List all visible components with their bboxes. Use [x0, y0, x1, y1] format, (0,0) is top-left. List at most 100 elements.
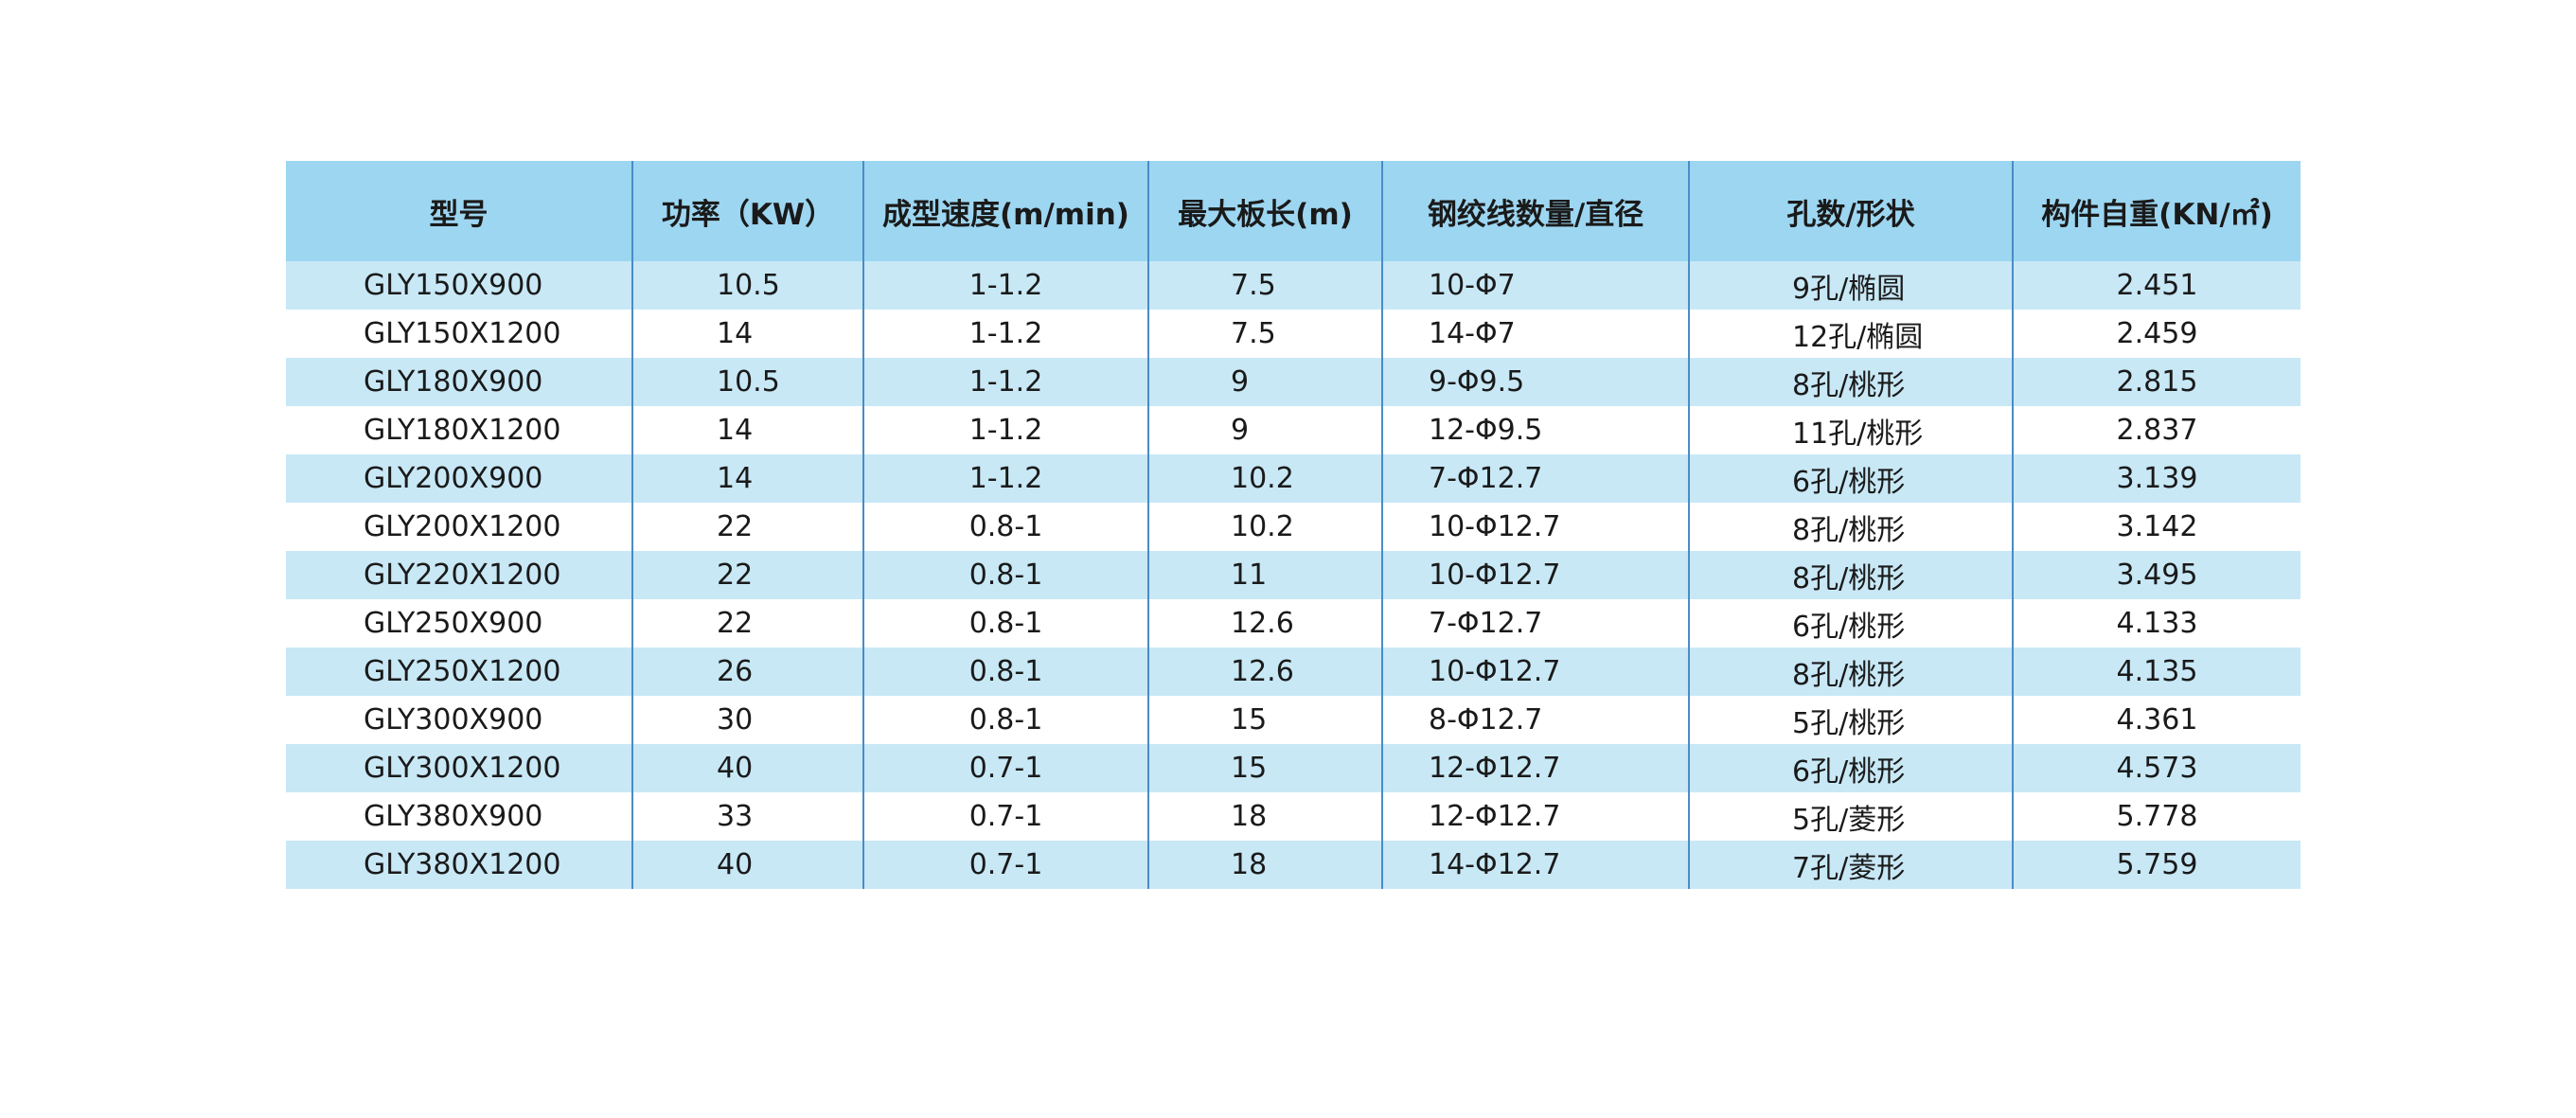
table-row: GLY300X1200 40 0.7-1 15 12-Φ12.7 6孔/桃形 4.573	[286, 744, 2301, 792]
cell-speed: 1-1.2	[862, 454, 1148, 503]
table-header-row: 型号 功率（KW） 成型速度(m/min) 最大板长(m) 钢绞线数量/直径 孔…	[286, 161, 2301, 261]
cell-strand: 7-Φ12.7	[1381, 454, 1689, 503]
cell-speed: 1-1.2	[862, 261, 1148, 310]
table-body: GLY150X900 10.5 1-1.2 7.5 10-Φ7 9孔/椭圆 2.451 GLY…	[286, 261, 2301, 889]
cell-holes: 8孔/桃形	[1688, 503, 2013, 551]
cell-speed: 0.8-1	[862, 551, 1148, 599]
cell-length: 18	[1147, 841, 1382, 889]
table-row: GLY220X1200 22 0.8-1 11 10-Φ12.7 8孔/桃形 3.495	[286, 551, 2301, 599]
cell-holes: 5孔/菱形	[1688, 792, 2013, 841]
cell-length: 10.2	[1147, 503, 1382, 551]
cell-power: 40	[631, 841, 863, 889]
cell-model: GLY300X900	[286, 696, 632, 744]
cell-holes: 6孔/桃形	[1688, 744, 2013, 792]
cell-strand: 10-Φ7	[1381, 261, 1689, 310]
cell-strand: 10-Φ12.7	[1381, 503, 1689, 551]
table-row: GLY180X1200 14 1-1.2 9 12-Φ9.5 11孔/桃形 2.837	[286, 406, 2301, 454]
cell-length: 11	[1147, 551, 1382, 599]
table-row: GLY150X1200 14 1-1.2 7.5 14-Φ7 12孔/椭圆 2.459	[286, 310, 2301, 358]
header-self-weight: 构件自重(KN/㎡)	[2012, 161, 2301, 261]
cell-length: 10.2	[1147, 454, 1382, 503]
cell-weight: 2.451	[2012, 261, 2301, 310]
cell-holes: 8孔/桃形	[1688, 648, 2013, 696]
cell-power: 26	[631, 648, 863, 696]
cell-holes: 7孔/菱形	[1688, 841, 2013, 889]
cell-weight: 4.135	[2012, 648, 2301, 696]
cell-length: 15	[1147, 744, 1382, 792]
cell-power: 14	[631, 454, 863, 503]
cell-holes: 6孔/桃形	[1688, 599, 2013, 648]
cell-speed: 0.8-1	[862, 648, 1148, 696]
header-hole-count-shape: 孔数/形状	[1688, 161, 2013, 261]
table-row: GLY300X900 30 0.8-1 15 8-Φ12.7 5孔/桃形 4.361	[286, 696, 2301, 744]
cell-model: GLY150X900	[286, 261, 632, 310]
cell-speed: 0.8-1	[862, 599, 1148, 648]
cell-strand: 9-Φ9.5	[1381, 358, 1689, 406]
cell-holes: 11孔/桃形	[1688, 406, 2013, 454]
cell-strand: 7-Φ12.7	[1381, 599, 1689, 648]
cell-weight: 4.573	[2012, 744, 2301, 792]
table-row: GLY250X900 22 0.8-1 12.6 7-Φ12.7 6孔/桃形 4.133	[286, 599, 2301, 648]
header-strand-count-diameter: 钢绞线数量/直径	[1381, 161, 1689, 261]
cell-power: 22	[631, 503, 863, 551]
cell-weight: 3.142	[2012, 503, 2301, 551]
header-max-board-length: 最大板长(m)	[1147, 161, 1382, 261]
cell-power: 22	[631, 551, 863, 599]
cell-model: GLY250X1200	[286, 648, 632, 696]
cell-weight: 2.815	[2012, 358, 2301, 406]
cell-holes: 6孔/桃形	[1688, 454, 2013, 503]
header-forming-speed: 成型速度(m/min)	[862, 161, 1148, 261]
cell-power: 14	[631, 406, 863, 454]
cell-model: GLY250X900	[286, 599, 632, 648]
cell-holes: 5孔/桃形	[1688, 696, 2013, 744]
cell-speed: 1-1.2	[862, 358, 1148, 406]
cell-speed: 0.7-1	[862, 841, 1148, 889]
table-row: GLY180X900 10.5 1-1.2 9 9-Φ9.5 8孔/桃形 2.815	[286, 358, 2301, 406]
cell-weight: 2.459	[2012, 310, 2301, 358]
cell-strand: 10-Φ12.7	[1381, 551, 1689, 599]
spec-table: 型号 功率（KW） 成型速度(m/min) 最大板长(m) 钢绞线数量/直径 孔…	[286, 161, 2301, 889]
cell-speed: 1-1.2	[862, 406, 1148, 454]
cell-length: 18	[1147, 792, 1382, 841]
cell-speed: 1-1.2	[862, 310, 1148, 358]
cell-length: 7.5	[1147, 310, 1382, 358]
header-power: 功率（KW）	[631, 161, 863, 261]
cell-weight: 3.495	[2012, 551, 2301, 599]
cell-model: GLY180X1200	[286, 406, 632, 454]
cell-model: GLY200X1200	[286, 503, 632, 551]
cell-power: 40	[631, 744, 863, 792]
cell-power: 22	[631, 599, 863, 648]
cell-weight: 4.361	[2012, 696, 2301, 744]
cell-power: 10.5	[631, 261, 863, 310]
cell-weight: 4.133	[2012, 599, 2301, 648]
cell-strand: 14-Φ12.7	[1381, 841, 1689, 889]
cell-power: 33	[631, 792, 863, 841]
cell-model: GLY150X1200	[286, 310, 632, 358]
table-row: GLY150X900 10.5 1-1.2 7.5 10-Φ7 9孔/椭圆 2.451	[286, 261, 2301, 310]
cell-strand: 14-Φ7	[1381, 310, 1689, 358]
cell-speed: 0.8-1	[862, 503, 1148, 551]
cell-strand: 10-Φ12.7	[1381, 648, 1689, 696]
table-row: GLY380X1200 40 0.7-1 18 14-Φ12.7 7孔/菱形 5.759	[286, 841, 2301, 889]
cell-power: 14	[631, 310, 863, 358]
cell-weight: 5.759	[2012, 841, 2301, 889]
cell-strand: 12-Φ12.7	[1381, 792, 1689, 841]
table-row: GLY200X1200 22 0.8-1 10.2 10-Φ12.7 8孔/桃形 3.142	[286, 503, 2301, 551]
cell-length: 15	[1147, 696, 1382, 744]
cell-speed: 0.7-1	[862, 744, 1148, 792]
table-row: GLY380X900 33 0.7-1 18 12-Φ12.7 5孔/菱形 5.778	[286, 792, 2301, 841]
cell-holes: 8孔/桃形	[1688, 358, 2013, 406]
cell-weight: 2.837	[2012, 406, 2301, 454]
cell-weight: 5.778	[2012, 792, 2301, 841]
cell-model: GLY300X1200	[286, 744, 632, 792]
header-model: 型号	[286, 161, 632, 261]
cell-speed: 0.8-1	[862, 696, 1148, 744]
cell-model: GLY380X900	[286, 792, 632, 841]
cell-model: GLY200X900	[286, 454, 632, 503]
cell-holes: 9孔/椭圆	[1688, 261, 2013, 310]
cell-holes: 12孔/椭圆	[1688, 310, 2013, 358]
cell-strand: 12-Φ12.7	[1381, 744, 1689, 792]
cell-model: GLY380X1200	[286, 841, 632, 889]
cell-weight: 3.139	[2012, 454, 2301, 503]
cell-model: GLY220X1200	[286, 551, 632, 599]
